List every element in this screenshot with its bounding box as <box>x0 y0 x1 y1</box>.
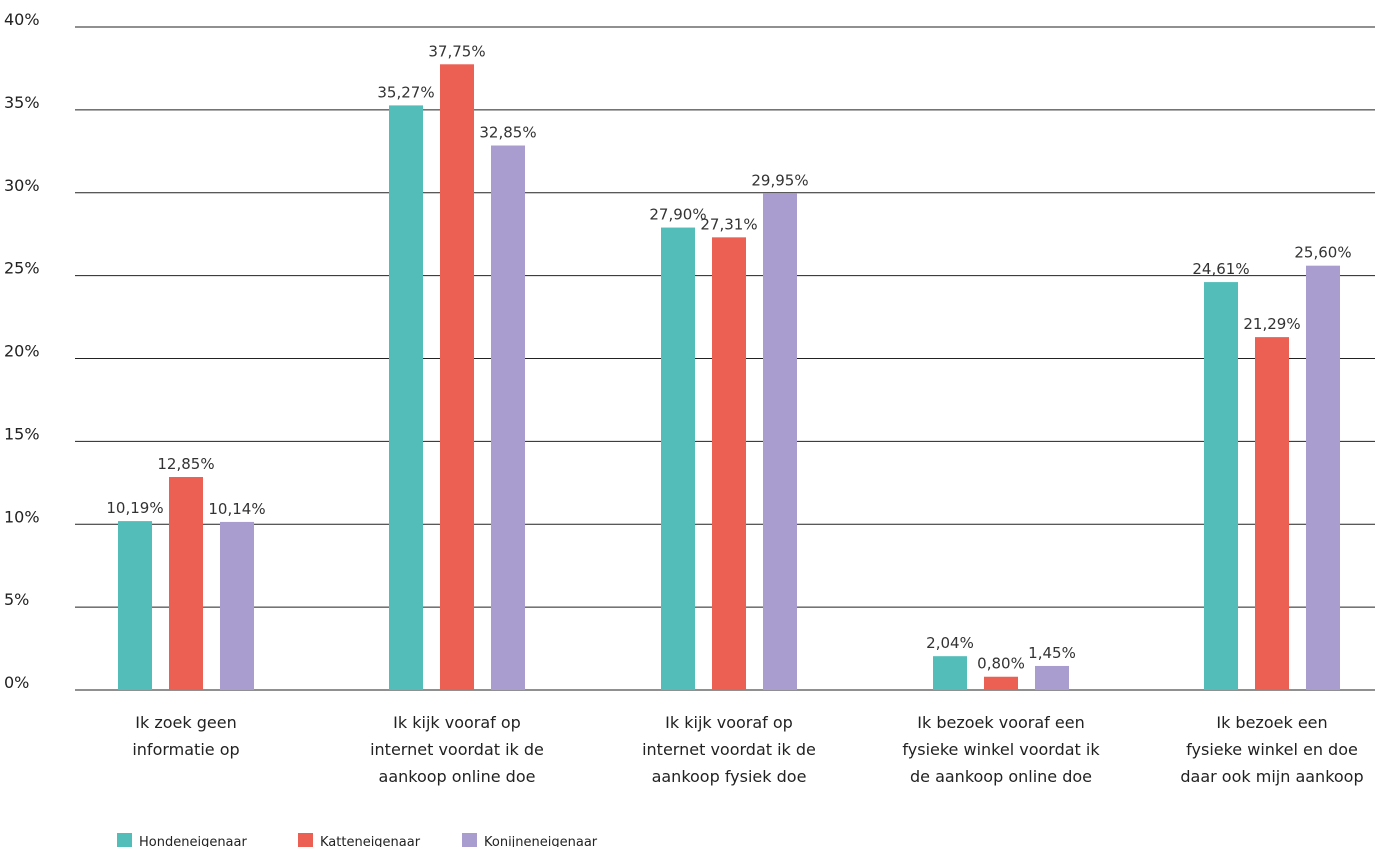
data-label: 29,95% <box>751 172 808 190</box>
category-label-line: daar ook mijn aankoop <box>1180 767 1363 786</box>
bar-hondeneigenaar <box>118 521 152 690</box>
category-label: Ik bezoek vooraf een fysieke winkel voord… <box>902 713 1100 786</box>
bar-hondeneigenaar <box>661 227 695 690</box>
data-label: 27,90% <box>649 206 706 224</box>
data-label: 0,80% <box>977 655 1025 673</box>
category-label-line: aankoop fysiek doe <box>652 767 807 786</box>
data-label: 12,85% <box>157 455 214 473</box>
bar-konijneneigenaar <box>763 193 797 691</box>
bar-katteneigenaar <box>169 477 203 690</box>
category-label: Ik kijk vooraf op internet voordat ik de a… <box>370 713 544 786</box>
data-label: 1,45% <box>1028 644 1076 662</box>
legend-swatch <box>462 833 477 847</box>
category-label-line: de aankoop online doe <box>910 767 1092 786</box>
category-label-line: Ik zoek geen <box>135 713 236 732</box>
bar-konijneneigenaar <box>491 145 525 691</box>
y-tick-label: 10% <box>4 507 40 526</box>
category-label-line: internet voordat ik de <box>370 740 544 759</box>
y-tick-label: 0% <box>4 673 29 692</box>
data-label: 35,27% <box>377 83 434 101</box>
legend-swatch <box>117 833 132 847</box>
data-label: 32,85% <box>479 124 536 142</box>
bar-hondeneigenaar <box>933 656 967 690</box>
bar-katteneigenaar <box>440 64 474 690</box>
data-label: 24,61% <box>1192 260 1249 278</box>
category-label: Ik kijk vooraf op internet voordat ik de a… <box>642 713 816 786</box>
category-label-line: Ik kijk vooraf op <box>393 713 521 732</box>
bar-katteneigenaar <box>1255 337 1289 690</box>
legend-label: Hondeneigenaar <box>139 835 247 847</box>
bar-katteneigenaar <box>712 237 746 691</box>
data-label: 37,75% <box>428 42 485 60</box>
bar-konijneneigenaar <box>1035 665 1069 690</box>
data-label: 27,31% <box>700 215 757 233</box>
category-label-line: internet voordat ik de <box>642 740 816 759</box>
y-tick-label: 25% <box>4 259 40 278</box>
category-label: Ik bezoek een fysieke winkel en doe daar o… <box>1180 713 1363 786</box>
data-label: 2,04% <box>926 634 974 652</box>
legend-label: Konijneneigenaar <box>484 835 598 847</box>
data-label: 21,29% <box>1243 315 1300 333</box>
y-tick-label: 5% <box>4 590 29 609</box>
category-label-line: informatie op <box>132 740 239 759</box>
category-label-line: Ik bezoek vooraf een <box>917 713 1084 732</box>
category-label-line: aankoop online doe <box>379 767 536 786</box>
legend-label: Katteneigenaar <box>320 835 421 847</box>
category-label-line: Ik kijk vooraf op <box>665 713 793 732</box>
category-label: Ik zoek geen informatie op <box>132 713 239 759</box>
category-label-line: fysieke winkel en doe <box>1186 740 1358 759</box>
bar-konijneneigenaar <box>1306 265 1340 690</box>
bar-katteneigenaar <box>984 676 1018 690</box>
y-tick-label: 35% <box>4 93 40 112</box>
bar-hondeneigenaar <box>389 105 423 690</box>
category-label-line: fysieke winkel voordat ik <box>902 740 1100 759</box>
y-tick-label: 40% <box>4 10 40 29</box>
data-label: 10,19% <box>106 499 163 517</box>
y-tick-label: 15% <box>4 424 40 443</box>
y-tick-label: 20% <box>4 342 40 361</box>
data-label: 25,60% <box>1294 244 1351 262</box>
category-label-line: Ik bezoek een <box>1216 713 1327 732</box>
y-tick-label: 30% <box>4 176 40 195</box>
legend-swatch <box>298 833 313 847</box>
bar-hondeneigenaar <box>1204 282 1238 690</box>
bar-konijneneigenaar <box>220 521 254 690</box>
data-label: 10,14% <box>208 500 265 518</box>
